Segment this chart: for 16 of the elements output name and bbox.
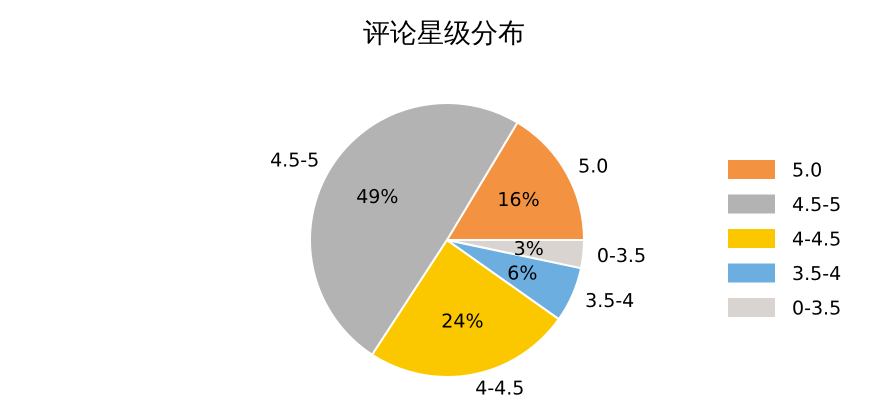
- legend-label: 0-3.5: [792, 298, 842, 320]
- slice-label: 3.5-4: [585, 290, 634, 312]
- data-label: 3%: [514, 238, 544, 260]
- legend-label: 5.0: [792, 160, 822, 182]
- slice-label: 5.0: [578, 155, 608, 178]
- slice-label: 0-3.5: [596, 245, 646, 268]
- data-label: 6%: [507, 262, 538, 285]
- data-label: 49%: [356, 186, 398, 208]
- slice-label: 4.5-5: [270, 150, 320, 172]
- legend-label: 4-4.5: [792, 228, 842, 251]
- slice-label: 4-4.5: [475, 378, 524, 400]
- data-label: 24%: [441, 310, 484, 332]
- chart-title: 评论星级分布: [363, 18, 525, 49]
- legend-label: 3.5-4: [792, 263, 842, 286]
- data-label: 16%: [497, 189, 540, 212]
- legend-label: 4.5-5: [792, 194, 842, 216]
